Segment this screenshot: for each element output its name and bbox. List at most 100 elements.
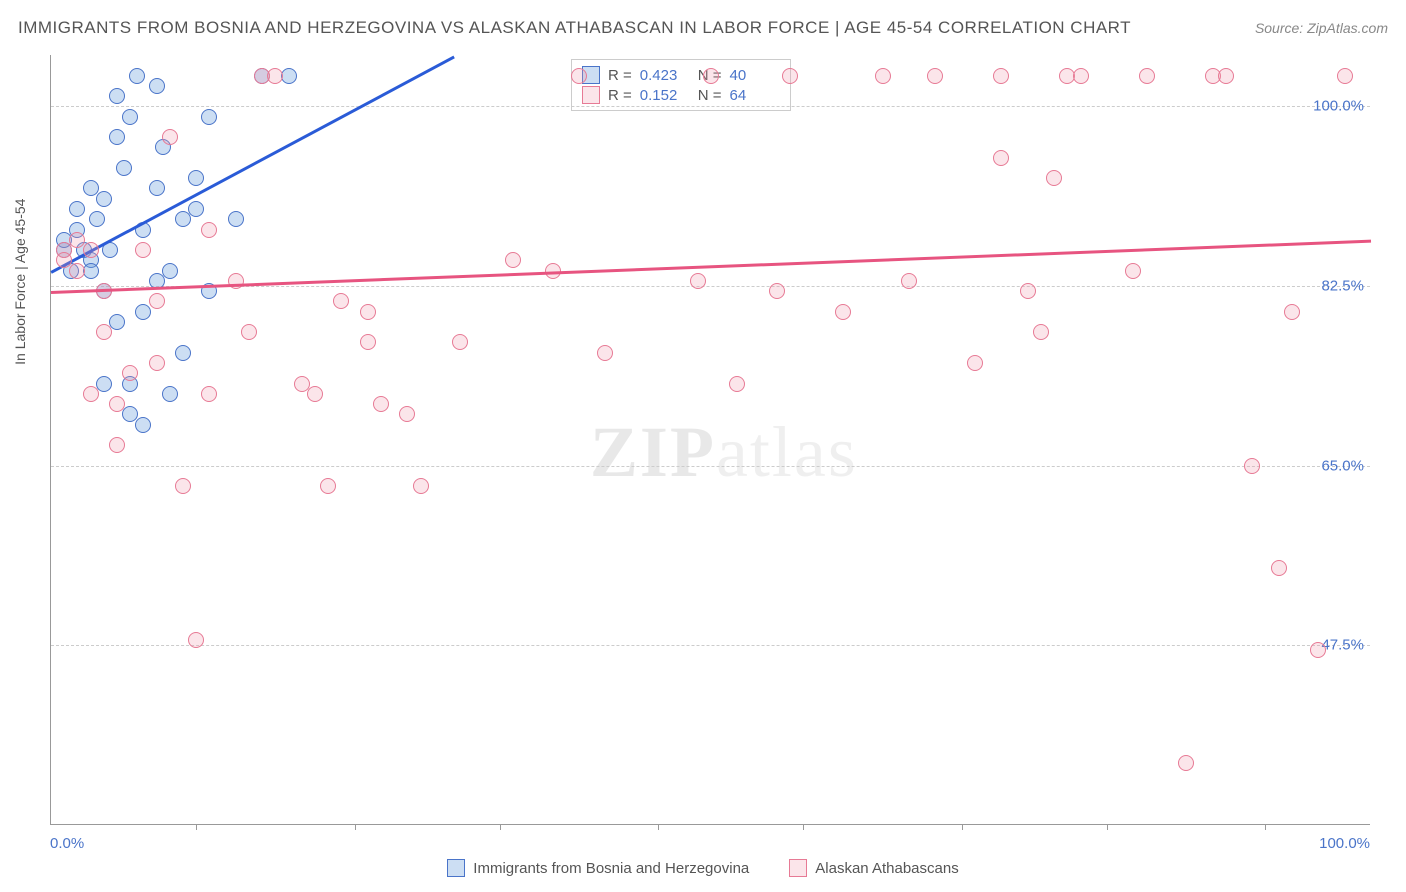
data-point xyxy=(175,211,191,227)
data-point xyxy=(201,109,217,125)
data-point xyxy=(993,150,1009,166)
correlation-legend: R = 0.423 N = 40 R = 0.152 N = 64 xyxy=(571,59,791,111)
data-point xyxy=(109,396,125,412)
data-point xyxy=(149,180,165,196)
n-value-pink: 64 xyxy=(730,87,780,104)
scatter-plot: ZIPatlas R = 0.423 N = 40 R = 0.152 N = … xyxy=(50,55,1370,825)
r-value-pink: 0.152 xyxy=(640,87,690,104)
legend-swatch-blue xyxy=(447,859,465,877)
data-point xyxy=(83,242,99,258)
legend-label-blue: Immigrants from Bosnia and Herzegovina xyxy=(473,860,749,877)
data-point xyxy=(875,68,891,84)
data-point xyxy=(399,406,415,422)
data-point xyxy=(1046,170,1062,186)
x-tick xyxy=(500,824,501,830)
data-point xyxy=(116,160,132,176)
data-point xyxy=(729,376,745,392)
data-point xyxy=(135,417,151,433)
regression-line xyxy=(50,55,454,273)
data-point xyxy=(1244,458,1260,474)
data-point xyxy=(201,386,217,402)
data-point xyxy=(1271,560,1287,576)
data-point xyxy=(109,314,125,330)
x-tick xyxy=(1265,824,1266,830)
data-point xyxy=(413,478,429,494)
data-point xyxy=(1033,324,1049,340)
x-axis-max-label: 100.0% xyxy=(1319,835,1370,852)
data-point xyxy=(96,191,112,207)
x-tick xyxy=(658,824,659,830)
data-point xyxy=(690,273,706,289)
x-axis-min-label: 0.0% xyxy=(50,835,84,852)
data-point xyxy=(267,68,283,84)
data-point xyxy=(1139,68,1155,84)
legend-swatch-pink xyxy=(789,859,807,877)
data-point xyxy=(241,324,257,340)
data-point xyxy=(1125,263,1141,279)
source-attribution: Source: ZipAtlas.com xyxy=(1255,20,1388,36)
gridline xyxy=(51,286,1370,287)
data-point xyxy=(83,386,99,402)
data-point xyxy=(109,88,125,104)
gridline xyxy=(51,466,1370,467)
data-point xyxy=(769,283,785,299)
data-point xyxy=(597,345,613,361)
data-point xyxy=(162,263,178,279)
data-point xyxy=(122,109,138,125)
data-point xyxy=(1178,755,1194,771)
data-point xyxy=(122,365,138,381)
data-point xyxy=(149,78,165,94)
x-tick xyxy=(803,824,804,830)
data-point xyxy=(96,324,112,340)
legend-label-pink: Alaskan Athabascans xyxy=(815,860,958,877)
r-value-blue: 0.423 xyxy=(640,67,690,84)
data-point xyxy=(1020,283,1036,299)
x-tick xyxy=(962,824,963,830)
series-legend: Immigrants from Bosnia and Herzegovina A… xyxy=(0,859,1406,877)
data-point xyxy=(452,334,468,350)
data-point xyxy=(901,273,917,289)
data-point xyxy=(1073,68,1089,84)
data-point xyxy=(927,68,943,84)
data-point xyxy=(149,293,165,309)
data-point xyxy=(571,68,587,84)
data-point xyxy=(835,304,851,320)
data-point xyxy=(993,68,1009,84)
data-point xyxy=(96,376,112,392)
data-point xyxy=(1284,304,1300,320)
legend-swatch-pink xyxy=(582,86,600,104)
data-point xyxy=(320,478,336,494)
data-point xyxy=(201,222,217,238)
data-point xyxy=(129,68,145,84)
data-point xyxy=(373,396,389,412)
data-point xyxy=(967,355,983,371)
y-tick-label: 47.5% xyxy=(1321,637,1364,654)
r-label: R = xyxy=(608,67,632,84)
y-axis-label: In Labor Force | Age 45-54 xyxy=(12,199,28,365)
data-point xyxy=(1310,642,1326,658)
data-point xyxy=(188,632,204,648)
data-point xyxy=(360,334,376,350)
x-tick xyxy=(196,824,197,830)
data-point xyxy=(135,304,151,320)
data-point xyxy=(162,129,178,145)
data-point xyxy=(109,437,125,453)
y-tick-label: 82.5% xyxy=(1321,278,1364,295)
data-point xyxy=(175,478,191,494)
x-tick xyxy=(1107,824,1108,830)
data-point xyxy=(135,242,151,258)
data-point xyxy=(307,386,323,402)
data-point xyxy=(69,263,85,279)
data-point xyxy=(1337,68,1353,84)
data-point xyxy=(149,355,165,371)
data-point xyxy=(505,252,521,268)
data-point xyxy=(703,68,719,84)
watermark: ZIPatlas xyxy=(590,410,858,493)
data-point xyxy=(360,304,376,320)
data-point xyxy=(89,211,105,227)
data-point xyxy=(162,386,178,402)
data-point xyxy=(175,345,191,361)
data-point xyxy=(1218,68,1234,84)
y-tick-label: 65.0% xyxy=(1321,457,1364,474)
y-tick-label: 100.0% xyxy=(1313,98,1364,115)
